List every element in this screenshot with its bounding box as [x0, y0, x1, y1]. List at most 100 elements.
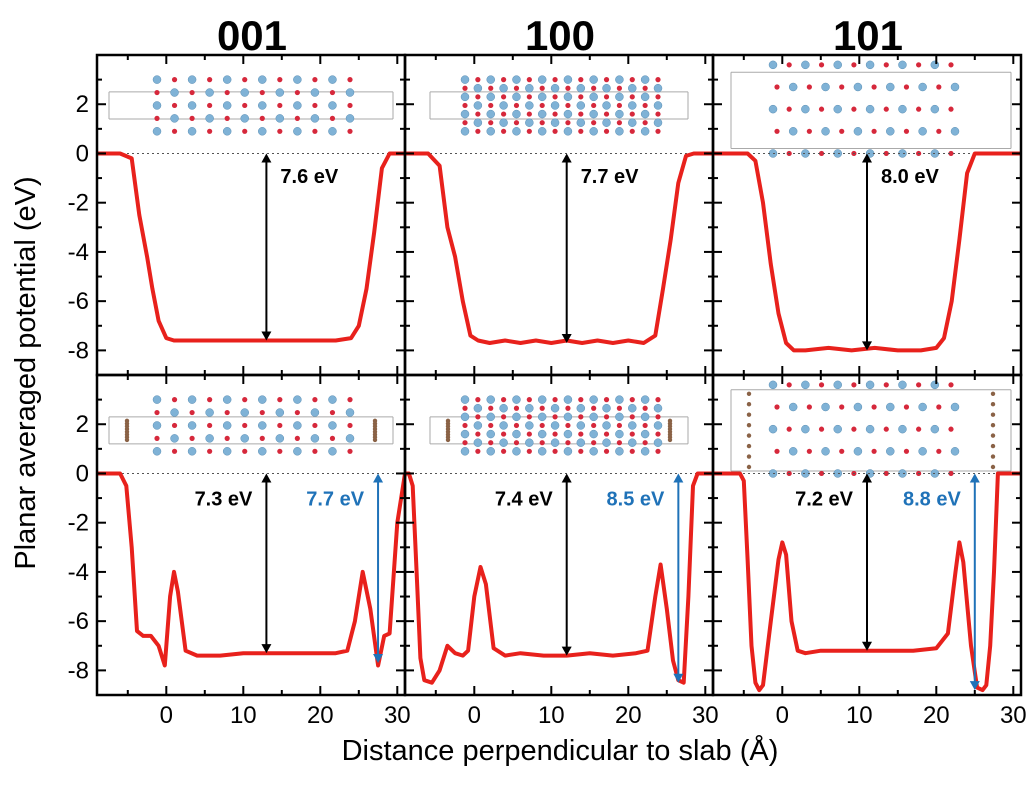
- x-axis-title: Distance perpendicular to slab (Å): [342, 734, 779, 767]
- metal-atom: [222, 127, 232, 136]
- oxygen-atom: [154, 115, 160, 121]
- panel-001-row0: 7.6 eV 2 0 -2 -4 -6 -8: [68, 53, 407, 377]
- oxygen-atom: [578, 128, 584, 134]
- oxygen-atom: [839, 448, 845, 454]
- oxygen-atom: [903, 128, 910, 134]
- oxygen-atom: [591, 120, 597, 126]
- metal-atom: [550, 101, 560, 110]
- metal-atom: [640, 127, 650, 136]
- oxygen-atom: [171, 397, 178, 403]
- metal-atom: [473, 101, 483, 110]
- metal-atom: [499, 83, 508, 93]
- oxygen-atom: [948, 150, 954, 157]
- metal-atom: [328, 447, 337, 456]
- oxygen-atom: [475, 414, 481, 420]
- adsorbate-atom: [990, 391, 996, 396]
- oxygen-atom: [603, 431, 610, 437]
- slab-structure-image: [730, 380, 1012, 478]
- metal-atom: [537, 429, 547, 439]
- metal-atom: [615, 109, 624, 119]
- metal-atom: [602, 101, 611, 110]
- metal-atom: [499, 118, 508, 127]
- metal-atom: [602, 403, 611, 413]
- oxygen-atom: [655, 414, 661, 420]
- gap-arrow-head-bottom: [261, 331, 272, 341]
- oxygen-atom: [565, 440, 571, 446]
- metal-atom: [950, 127, 960, 136]
- oxygen-atom: [154, 435, 160, 441]
- oxygen-atom: [312, 77, 318, 83]
- oxygen-atom: [513, 405, 520, 411]
- oxygen-atom: [603, 448, 610, 454]
- oxygen-atom: [259, 89, 265, 96]
- metal-atom: [205, 408, 214, 417]
- panel-frame: [711, 373, 1023, 697]
- oxygen-atom: [883, 106, 889, 112]
- oxygen-atom: [616, 422, 623, 429]
- metal-atom: [886, 127, 895, 136]
- metal-atom: [563, 127, 573, 136]
- metal-atom: [170, 434, 179, 443]
- metal-atom: [460, 447, 470, 456]
- metal-atom: [170, 114, 179, 123]
- column-title-001: 001: [217, 12, 287, 59]
- oxygen-atom: [818, 382, 825, 388]
- oxygen-atom: [207, 128, 213, 134]
- metal-atom: [918, 447, 927, 456]
- metal-atom: [801, 380, 810, 390]
- metal-atom: [833, 60, 842, 70]
- oxygen-atom: [207, 397, 213, 403]
- metal-atom: [865, 380, 875, 390]
- metal-atom: [486, 429, 495, 439]
- oxygen-atom: [513, 440, 520, 446]
- oxygen-atom: [883, 426, 889, 432]
- oxygen-atom: [462, 422, 468, 429]
- oxygen-atom: [526, 128, 532, 134]
- metal-atom: [525, 403, 534, 413]
- y-tick-label: -6: [68, 288, 89, 315]
- metal-atom: [222, 421, 232, 430]
- oxygen-atom: [539, 422, 545, 429]
- metal-atom: [833, 424, 842, 434]
- oxygen-atom: [851, 382, 857, 388]
- y-tick-label: -4: [68, 559, 89, 586]
- metal-atom: [187, 447, 197, 456]
- oxygen-atom: [591, 102, 597, 109]
- metal-atom: [152, 447, 162, 456]
- metal-atom: [865, 424, 875, 434]
- metal-atom: [950, 447, 960, 456]
- metal-atom: [550, 403, 560, 413]
- metal-atom: [550, 118, 560, 127]
- slab-structure-image: [108, 395, 394, 456]
- metal-atom: [187, 395, 197, 404]
- oxygen-atom: [774, 448, 780, 454]
- metal-atom: [589, 447, 598, 456]
- gap-arrow-head-top: [561, 473, 572, 483]
- oxygen-atom: [903, 84, 910, 90]
- oxygen-atom: [883, 470, 889, 477]
- adsorbate-atom: [372, 437, 378, 443]
- metal-atom: [205, 434, 214, 443]
- metal-atom: [918, 127, 927, 136]
- oxygen-atom: [462, 102, 468, 109]
- metal-atom: [615, 395, 624, 404]
- metal-atom: [525, 421, 534, 430]
- oxygen-atom: [277, 102, 283, 109]
- oxygen-atom: [936, 84, 942, 90]
- oxygen-atom: [591, 422, 597, 429]
- oxygen-atom: [277, 422, 283, 429]
- oxygen-atom: [539, 405, 545, 411]
- oxygen-atom: [916, 62, 922, 68]
- oxygen-atom: [565, 102, 571, 109]
- oxygen-atom: [312, 422, 318, 429]
- x-tick-label: 30: [1000, 702, 1027, 729]
- oxygen-atom: [154, 89, 160, 96]
- adsorbate-atom: [746, 443, 752, 449]
- oxygen-atom: [642, 405, 648, 411]
- oxygen-atom: [462, 120, 468, 126]
- metal-atom: [258, 101, 267, 110]
- gap-label: 7.2 eV: [795, 488, 853, 510]
- metal-atom: [615, 75, 624, 84]
- metal-atom: [653, 421, 663, 430]
